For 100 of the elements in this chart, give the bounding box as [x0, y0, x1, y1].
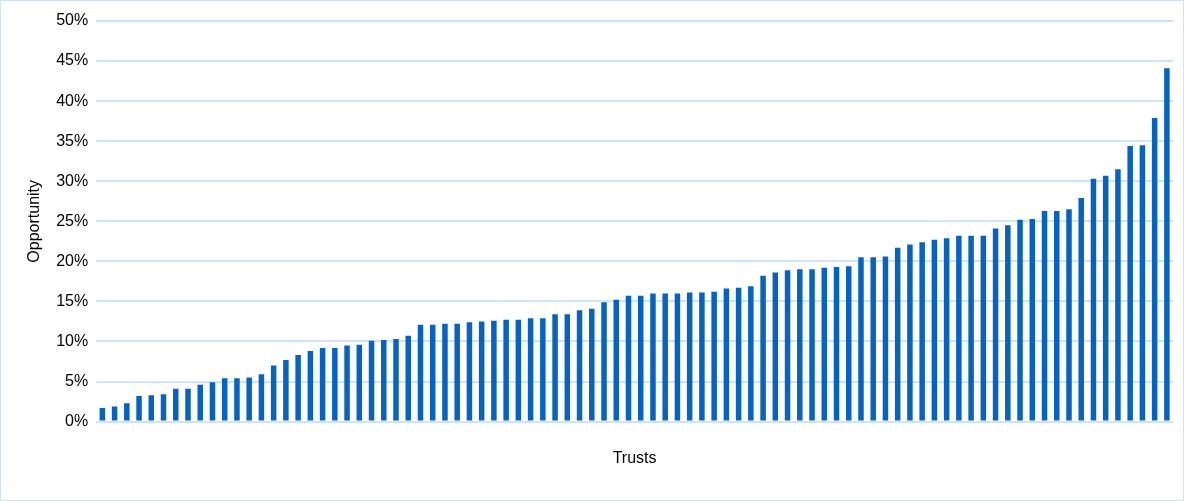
bar — [1102, 175, 1109, 421]
bar — [515, 319, 522, 421]
bar — [968, 235, 974, 421]
bar — [552, 314, 558, 421]
bar — [454, 323, 460, 421]
bar — [735, 287, 742, 421]
bar — [99, 407, 106, 421]
bar — [356, 344, 363, 421]
bar — [344, 345, 350, 421]
y-tick-label: 45% — [56, 51, 89, 69]
bar — [429, 324, 436, 421]
bar — [1127, 145, 1133, 421]
bar — [1054, 210, 1060, 421]
bar — [124, 403, 130, 421]
y-tick-label: 15% — [56, 291, 89, 309]
bar — [564, 314, 571, 421]
bar — [197, 384, 203, 421]
bar — [809, 269, 815, 421]
bar — [858, 257, 864, 421]
bar — [283, 359, 289, 421]
bar — [576, 310, 583, 421]
bar — [907, 244, 913, 421]
bar — [699, 292, 705, 421]
y-tick-label: 50% — [56, 11, 89, 29]
bar — [772, 272, 779, 421]
bar — [209, 382, 216, 421]
bar — [980, 235, 987, 421]
bar — [613, 299, 620, 421]
y-tick-label: 40% — [56, 91, 89, 109]
y-tick-label: 25% — [56, 211, 89, 229]
y-tick-label: 0% — [65, 412, 89, 430]
bar — [185, 388, 191, 421]
bar — [160, 394, 167, 421]
bar — [319, 347, 326, 421]
bar — [625, 295, 632, 421]
bar — [784, 270, 791, 421]
bar — [637, 295, 644, 421]
bar — [1066, 209, 1072, 421]
bar — [393, 339, 399, 421]
y-tick-label: 5% — [65, 371, 89, 389]
bar — [405, 335, 411, 421]
bar — [1164, 68, 1170, 421]
bar — [1115, 169, 1121, 421]
bar — [136, 395, 142, 421]
bar — [111, 406, 118, 421]
bar — [931, 239, 938, 421]
bar — [295, 355, 301, 421]
bar — [173, 388, 179, 421]
y-tick-label: 30% — [56, 171, 89, 189]
bar — [503, 319, 509, 421]
bar — [368, 340, 375, 421]
bar — [221, 378, 228, 421]
bar — [1029, 218, 1036, 421]
bar — [270, 365, 277, 421]
bar — [821, 267, 828, 421]
bar — [686, 292, 693, 421]
bar — [760, 275, 766, 421]
bar — [527, 318, 534, 421]
y-tick-label: 35% — [56, 131, 89, 149]
bar — [381, 339, 387, 421]
bar — [442, 323, 448, 421]
bar — [833, 266, 840, 421]
bar — [589, 308, 595, 421]
bar — [491, 320, 497, 421]
bar — [417, 324, 424, 421]
bar — [870, 257, 876, 421]
bar — [674, 293, 681, 421]
bar — [956, 235, 962, 421]
y-tick-label: 20% — [56, 251, 89, 269]
bar — [662, 293, 668, 421]
bar — [332, 347, 338, 421]
bar — [1090, 178, 1097, 421]
bar — [1041, 210, 1048, 421]
bar — [246, 377, 252, 421]
bar — [1078, 198, 1084, 421]
bar — [601, 302, 607, 421]
bar — [258, 374, 265, 421]
bar — [234, 378, 240, 421]
bar — [797, 269, 803, 421]
bar — [748, 286, 754, 421]
bar — [478, 321, 485, 421]
bar — [650, 293, 656, 421]
bar — [1017, 219, 1023, 421]
x-axis-title: Trusts — [612, 448, 657, 466]
bar — [1005, 225, 1011, 421]
y-axis-title: Opportunity — [25, 179, 43, 263]
bar — [845, 266, 852, 421]
y-tick-label: 10% — [56, 331, 89, 349]
bar — [919, 242, 925, 421]
bar — [1151, 117, 1158, 421]
bar — [711, 291, 717, 421]
bar — [466, 322, 473, 421]
bar — [540, 318, 546, 421]
bar — [882, 256, 889, 421]
bar — [943, 238, 950, 421]
bar — [894, 247, 901, 421]
bar — [992, 228, 999, 421]
bar — [723, 288, 730, 421]
bar — [307, 351, 314, 421]
bar — [1139, 145, 1146, 421]
